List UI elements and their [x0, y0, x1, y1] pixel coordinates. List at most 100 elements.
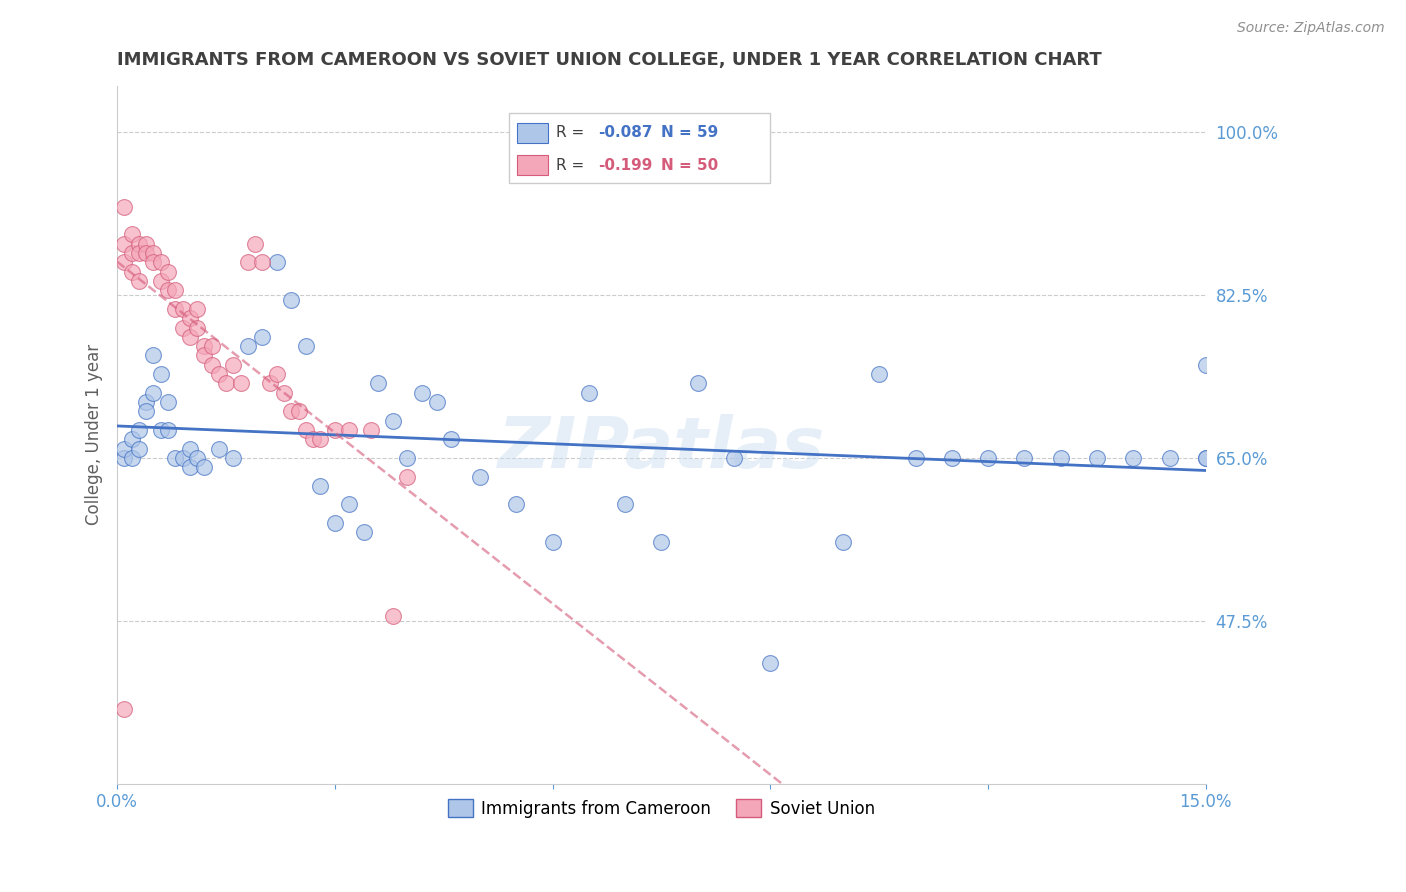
Point	[142, 246, 165, 260]
Point	[135, 395, 157, 409]
Point	[156, 265, 179, 279]
Point	[114, 236, 136, 251]
Point	[440, 432, 463, 446]
Point	[222, 450, 245, 465]
Point	[302, 432, 325, 446]
Point	[193, 460, 215, 475]
Point	[200, 339, 222, 353]
Point	[179, 311, 201, 326]
Point	[142, 349, 165, 363]
Point	[114, 442, 136, 456]
Point	[128, 274, 150, 288]
Point	[149, 367, 172, 381]
Point	[1195, 358, 1218, 372]
Point	[411, 385, 433, 400]
Point	[396, 469, 419, 483]
Point	[114, 255, 136, 269]
Point	[339, 498, 361, 512]
Point	[186, 301, 208, 316]
Point	[323, 423, 346, 437]
Text: Source: ZipAtlas.com: Source: ZipAtlas.com	[1237, 21, 1385, 35]
Point	[941, 450, 963, 465]
Point	[832, 534, 855, 549]
Point	[252, 330, 274, 344]
Point	[135, 236, 157, 251]
Point	[309, 479, 332, 493]
Point	[243, 236, 266, 251]
Point	[135, 246, 157, 260]
Point	[1195, 450, 1218, 465]
Point	[686, 376, 709, 391]
Point	[186, 450, 208, 465]
Point	[215, 376, 238, 391]
Point	[193, 349, 215, 363]
Point	[179, 442, 201, 456]
Point	[179, 330, 201, 344]
Point	[121, 432, 143, 446]
Point	[759, 656, 782, 670]
Point	[353, 525, 375, 540]
Point	[904, 450, 927, 465]
Point	[156, 283, 179, 297]
Point	[266, 367, 288, 381]
Point	[128, 423, 150, 437]
Text: IMMIGRANTS FROM CAMEROON VS SOVIET UNION COLLEGE, UNDER 1 YEAR CORRELATION CHART: IMMIGRANTS FROM CAMEROON VS SOVIET UNION…	[117, 51, 1102, 69]
Point	[977, 450, 1000, 465]
Point	[142, 385, 165, 400]
Point	[396, 450, 419, 465]
Point	[165, 283, 187, 297]
Point	[273, 385, 295, 400]
Point	[128, 442, 150, 456]
Point	[650, 534, 672, 549]
Point	[339, 423, 361, 437]
Point	[367, 376, 389, 391]
Point	[295, 423, 318, 437]
Point	[200, 358, 222, 372]
Point	[381, 609, 404, 624]
Point	[149, 274, 172, 288]
Point	[186, 320, 208, 334]
Point	[121, 246, 143, 260]
Point	[236, 255, 259, 269]
Point	[114, 450, 136, 465]
Point	[259, 376, 281, 391]
Point	[1159, 450, 1181, 465]
Point	[165, 450, 187, 465]
Point	[193, 339, 215, 353]
Point	[172, 320, 194, 334]
Point	[114, 702, 136, 716]
Point	[142, 255, 165, 269]
Point	[149, 423, 172, 437]
Point	[505, 498, 527, 512]
Point	[295, 339, 318, 353]
Point	[135, 404, 157, 418]
Point	[179, 460, 201, 475]
Point	[149, 255, 172, 269]
Point	[172, 301, 194, 316]
Point	[425, 395, 447, 409]
Point	[156, 423, 179, 437]
Point	[266, 255, 288, 269]
Point	[1049, 450, 1071, 465]
Point	[723, 450, 745, 465]
Point	[309, 432, 332, 446]
Point	[1195, 450, 1218, 465]
Point	[280, 404, 302, 418]
Point	[236, 339, 259, 353]
Y-axis label: College, Under 1 year: College, Under 1 year	[86, 344, 103, 525]
Point	[1085, 450, 1108, 465]
Point	[1014, 450, 1036, 465]
Point	[172, 450, 194, 465]
Point	[229, 376, 252, 391]
Legend: Immigrants from Cameroon, Soviet Union: Immigrants from Cameroon, Soviet Union	[441, 793, 882, 824]
Point	[222, 358, 245, 372]
Point	[165, 301, 187, 316]
Point	[381, 414, 404, 428]
Point	[128, 246, 150, 260]
Point	[1122, 450, 1144, 465]
Point	[280, 293, 302, 307]
Point	[128, 236, 150, 251]
Point	[323, 516, 346, 530]
Point	[468, 469, 491, 483]
Point	[868, 367, 890, 381]
